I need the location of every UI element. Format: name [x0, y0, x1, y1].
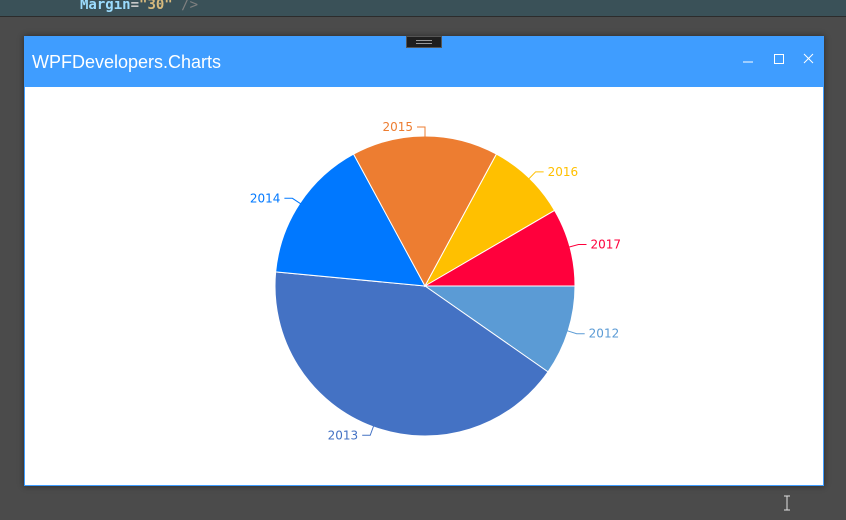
- window-drag-handle[interactable]: [406, 36, 442, 48]
- app-window: WPFDevelopers.Charts 2012 2013 2014 2015 201…: [24, 36, 824, 486]
- minimize-icon: [743, 61, 753, 63]
- window-title: WPFDevelopers.Charts: [32, 52, 222, 72]
- close-icon: [803, 53, 814, 64]
- slice-label-2016: 2016: [548, 165, 579, 179]
- code-value: "30": [139, 0, 173, 13]
- slice-label-2017: 2017: [590, 238, 621, 252]
- leader-line-2013: [362, 425, 375, 436]
- leader-line-2015: [417, 126, 426, 137]
- editor-divider: [0, 16, 846, 17]
- slice-label-2014: 2014: [250, 191, 281, 205]
- leader-line-2017: [568, 244, 587, 248]
- code-editor-background: Margin="30" />: [0, 0, 846, 16]
- leader-line-2016: [528, 171, 544, 180]
- slice-label-2012: 2012: [589, 327, 620, 341]
- leader-line-2012: [566, 330, 585, 335]
- text-cursor-icon: [784, 495, 790, 511]
- pie-chart: 2012 2013 2014 2015 2016 2017: [250, 120, 621, 442]
- minimize-button[interactable]: [735, 49, 761, 69]
- slice-label-2013: 2013: [328, 428, 359, 442]
- maximize-button[interactable]: [765, 49, 791, 69]
- chart-area: 2012 2013 2014 2015 2016 2017: [25, 87, 823, 485]
- code-equals: =: [130, 0, 140, 13]
- slice-label-2015: 2015: [382, 120, 413, 134]
- leader-line-2014: [284, 197, 301, 205]
- close-button[interactable]: [795, 49, 821, 69]
- maximize-icon: [774, 54, 784, 64]
- xaml-code-line: Margin="30" />: [80, 0, 198, 13]
- code-attribute: Margin: [80, 0, 131, 13]
- code-tag-close: />: [172, 0, 199, 13]
